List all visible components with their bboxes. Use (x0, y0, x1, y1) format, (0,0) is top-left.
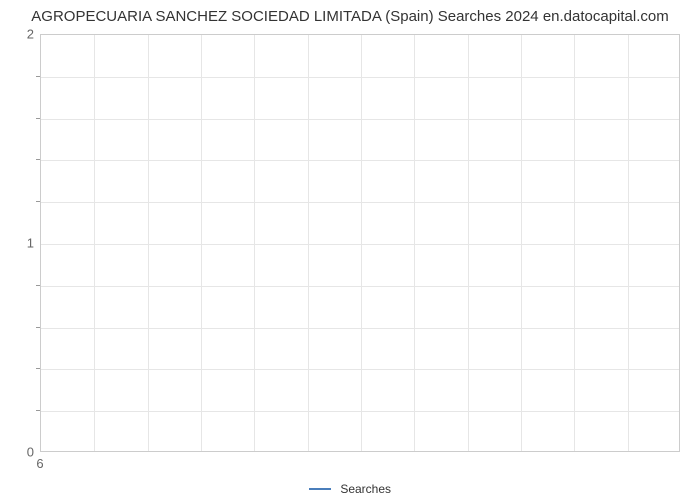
horizontal-gridline (41, 411, 679, 412)
horizontal-gridline (41, 202, 679, 203)
y-minor-tick (36, 327, 40, 328)
vertical-gridline (308, 35, 309, 451)
vertical-gridline (254, 35, 255, 451)
vertical-gridline (361, 35, 362, 451)
vertical-gridline (201, 35, 202, 451)
line-chart: AGROPECUARIA SANCHEZ SOCIEDAD LIMITADA (… (0, 0, 700, 500)
horizontal-gridline (41, 369, 679, 370)
vertical-gridline (574, 35, 575, 451)
y-minor-tick (36, 118, 40, 119)
chart-title: AGROPECUARIA SANCHEZ SOCIEDAD LIMITADA (… (0, 8, 700, 25)
y-minor-tick (36, 201, 40, 202)
horizontal-gridline (41, 286, 679, 287)
y-minor-tick (36, 159, 40, 160)
horizontal-gridline (41, 328, 679, 329)
y-minor-tick (36, 368, 40, 369)
chart-legend: Searches (0, 481, 700, 496)
vertical-gridline (94, 35, 95, 451)
horizontal-gridline (41, 160, 679, 161)
horizontal-gridline (41, 119, 679, 120)
y-minor-tick (36, 410, 40, 411)
legend-swatch-searches (309, 488, 331, 490)
horizontal-gridline (41, 244, 679, 245)
vertical-gridline (468, 35, 469, 451)
legend-label-searches: Searches (340, 482, 391, 496)
vertical-gridline (148, 35, 149, 451)
vertical-gridline (628, 35, 629, 451)
plot-area (40, 34, 680, 452)
x-axis-tick-label: 6 (36, 456, 43, 471)
y-axis-tick-label: 1 (4, 236, 34, 251)
vertical-gridline (521, 35, 522, 451)
y-axis-tick-label: 2 (4, 27, 34, 42)
y-minor-tick (36, 285, 40, 286)
vertical-gridline (414, 35, 415, 451)
y-minor-tick (36, 76, 40, 77)
y-axis-tick-label: 0 (4, 445, 34, 460)
horizontal-gridline (41, 77, 679, 78)
